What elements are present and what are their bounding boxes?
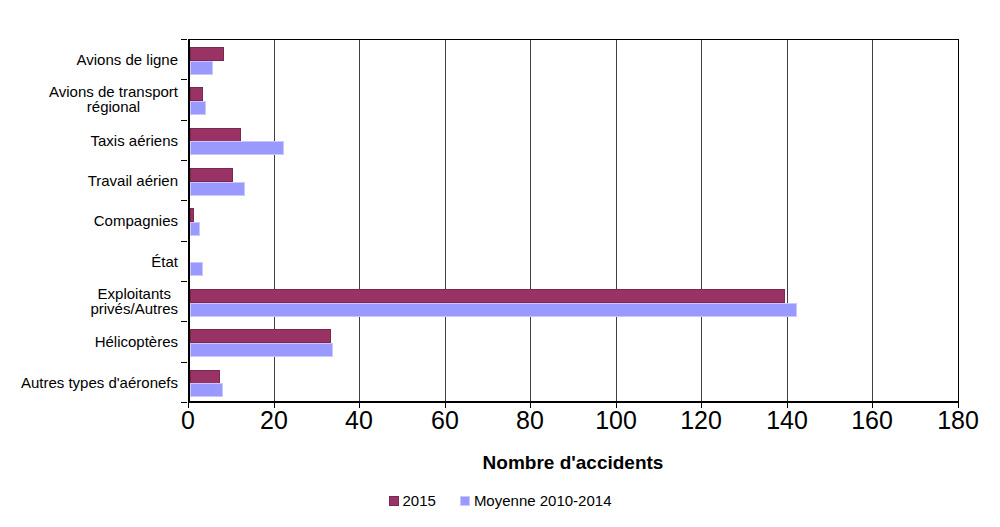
y-tick — [181, 120, 187, 121]
gridline — [359, 40, 360, 401]
bar-series-2015 — [190, 329, 331, 343]
x-tick-label: 0 — [138, 407, 238, 433]
bar-series-2015 — [190, 87, 203, 101]
category-label-text: Hélicoptères — [95, 334, 178, 349]
y-tick — [181, 362, 187, 363]
bar-series-moyenne — [190, 222, 200, 236]
y-tick — [181, 281, 187, 282]
legend-label: Moyenne 2010-2014 — [474, 492, 612, 509]
x-tick-label: 80 — [480, 407, 580, 433]
y-tick — [181, 402, 187, 403]
category-label-text: Taxis aériens — [90, 133, 178, 148]
legend-item: 2015 — [389, 492, 436, 509]
y-tick — [181, 200, 187, 201]
category-label: Avions de ligne — [0, 39, 178, 79]
y-tick — [181, 321, 187, 322]
bar-series-moyenne — [190, 262, 203, 276]
category-label-text: Avions de transport régional — [49, 84, 178, 114]
bar-series-moyenne — [190, 182, 245, 196]
x-tick-label: 180 — [908, 407, 1000, 433]
y-tick — [181, 241, 187, 242]
gridline — [701, 40, 702, 401]
bar-series-2015 — [190, 208, 194, 222]
category-label-text: Compagnies — [94, 213, 178, 228]
category-label-text: État — [151, 254, 178, 269]
bar-series-moyenne — [190, 61, 213, 75]
gridline — [445, 40, 446, 401]
accidents-bar-chart: Nombre d'accidents 2015 Moyenne 2010-2014… — [0, 0, 1000, 527]
x-axis-title: Nombre d'accidents — [188, 452, 958, 474]
x-tick-label: 160 — [822, 407, 922, 433]
y-tick — [181, 79, 187, 80]
x-tick-label: 40 — [309, 407, 409, 433]
category-label: Autres types d'aéronefs — [0, 362, 178, 402]
category-label: Compagnies — [0, 200, 178, 240]
bar-series-2015 — [190, 168, 233, 182]
category-label: Exploitants privés/Autres — [0, 281, 178, 321]
y-tick — [181, 39, 187, 40]
legend-item: Moyenne 2010-2014 — [460, 492, 612, 509]
bar-series-moyenne — [190, 141, 284, 155]
gridline — [787, 40, 788, 401]
category-label: Travail aérien — [0, 160, 178, 200]
bar-series-2015 — [190, 370, 220, 384]
category-label: Avions de transport régional — [0, 79, 178, 119]
bar-series-moyenne — [190, 101, 206, 115]
category-label: État — [0, 241, 178, 281]
gridline — [530, 40, 531, 401]
category-label: Hélicoptères — [0, 321, 178, 361]
plot-area — [188, 39, 959, 403]
category-label-text: Avions de ligne — [77, 52, 178, 67]
legend-swatch-2015 — [389, 496, 399, 506]
bar-series-moyenne — [190, 343, 333, 357]
category-label-text: Exploitants privés/Autres — [90, 286, 178, 316]
legend: 2015 Moyenne 2010-2014 — [0, 492, 1000, 509]
bar-series-moyenne — [190, 383, 223, 397]
bar-series-2015 — [190, 128, 241, 142]
legend-label: 2015 — [403, 492, 436, 509]
gridline — [616, 40, 617, 401]
legend-swatch-moyenne — [460, 496, 470, 506]
x-tick-label: 120 — [651, 407, 751, 433]
category-label-text: Autres types d'aéronefs — [21, 375, 178, 390]
gridline — [872, 40, 873, 401]
y-tick — [181, 160, 187, 161]
bar-series-moyenne — [190, 303, 797, 317]
bar-series-2015 — [190, 289, 785, 303]
bar-series-2015 — [190, 47, 224, 61]
category-label: Taxis aériens — [0, 120, 178, 160]
category-label-text: Travail aérien — [88, 173, 178, 188]
